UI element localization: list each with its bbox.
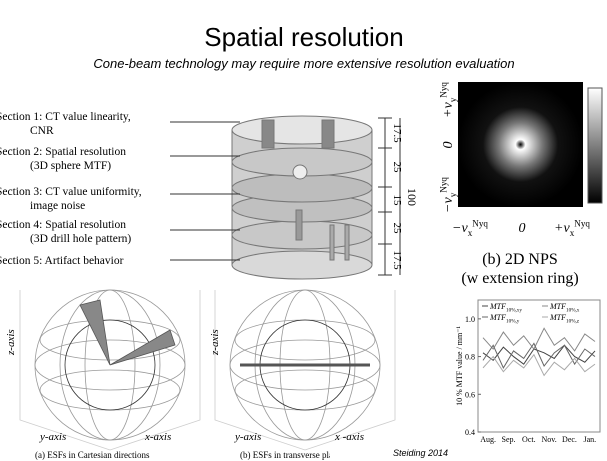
label-base: MTF (489, 313, 506, 322)
phantom (232, 116, 372, 279)
x-tick-label: Jan. (583, 435, 596, 444)
dimension-label: 15 (391, 195, 403, 207)
y-tick-label: 1.0 (465, 315, 475, 324)
label-sub: 10%,x (566, 307, 580, 313)
y-axis-label: 10 % MTF value / mm⁻¹ (455, 326, 464, 406)
axis-label: z-axis (209, 329, 221, 356)
nps-caption: (b) 2D NPS (482, 251, 558, 268)
section-label: Section 4: Spatial resolution (0, 219, 126, 231)
nps-image (458, 82, 583, 207)
x-tick-label: Oct. (522, 435, 536, 444)
figure-caption: (b) ESFs in transverse plane (240, 450, 341, 460)
label-base: 0 (441, 142, 456, 149)
label-base: +v (441, 101, 456, 117)
section-label: image noise (30, 200, 85, 212)
section-label: Section 5: Artifact behavior (0, 255, 124, 267)
label-sub: 10%,xy (506, 307, 522, 313)
label-sub: 10%,z (566, 318, 580, 324)
label-base: MTF (549, 302, 566, 311)
label-sup: Nyq (438, 177, 448, 193)
label-base: −v (441, 196, 456, 212)
section-label: (3D sphere MTF) (30, 160, 111, 172)
x-tick-label: Dec. (562, 435, 577, 444)
y-tick-label: 0.4 (465, 428, 475, 437)
x-tick-label: Aug. (480, 435, 496, 444)
label-base: MTF (549, 313, 566, 322)
y-tick-label: 0.6 (465, 390, 475, 399)
axis-label: y-axis (234, 431, 261, 443)
dimension-label: 17.5 (391, 250, 403, 270)
x-tick-label: Sep. (502, 435, 516, 444)
axis-label: y-axis (39, 431, 66, 443)
label-sub: y (448, 97, 458, 102)
dimension-total: 100 (405, 188, 419, 206)
x-tick-label: Nov. (542, 435, 557, 444)
axis-label: x -axis (334, 431, 364, 443)
axis-label: x-axis (144, 431, 171, 443)
label-sub: x (468, 228, 473, 238)
label-sub: 10%,y (506, 318, 520, 324)
label-sup: Nyq (438, 82, 448, 98)
section-label: CNR (30, 125, 54, 137)
citation: Steiding 2014 (393, 448, 448, 458)
colorbar (588, 88, 602, 203)
axis-label: z-axis (5, 329, 17, 356)
dimension-label: 25 (391, 162, 403, 174)
slide-subtitle: Cone-beam technology may require more ex… (93, 56, 514, 71)
section-label: (3D drill hole pattern) (30, 233, 131, 245)
label-base: +v (554, 221, 570, 236)
label-sub: x (570, 228, 575, 238)
nps-caption: (w extension ring) (461, 270, 578, 287)
label-base: MTF (489, 302, 506, 311)
y-tick-label: 0.8 (465, 353, 475, 362)
dimension-label: 17.5 (391, 123, 403, 143)
math-label: 0 (519, 221, 526, 236)
slide: Spatial resolution Cone-beam technology … (0, 0, 607, 461)
slide-title: Spatial resolution (204, 22, 403, 52)
figure-caption: (a) ESFs in Cartesian directions (35, 450, 150, 460)
label-sup: Nyq (472, 218, 488, 228)
label-sup: Nyq (574, 218, 590, 228)
section-label: Section 3: CT value uniformity, (0, 186, 142, 198)
label-base: −v (452, 221, 468, 236)
label-base: 0 (519, 221, 526, 236)
math-label: 0 (441, 142, 456, 149)
label-sub: y (448, 192, 458, 197)
section-label: Section 1: CT value linearity, (0, 111, 131, 123)
section-label: Section 2: Spatial resolution (0, 146, 126, 158)
dimension-label: 25 (391, 223, 403, 235)
